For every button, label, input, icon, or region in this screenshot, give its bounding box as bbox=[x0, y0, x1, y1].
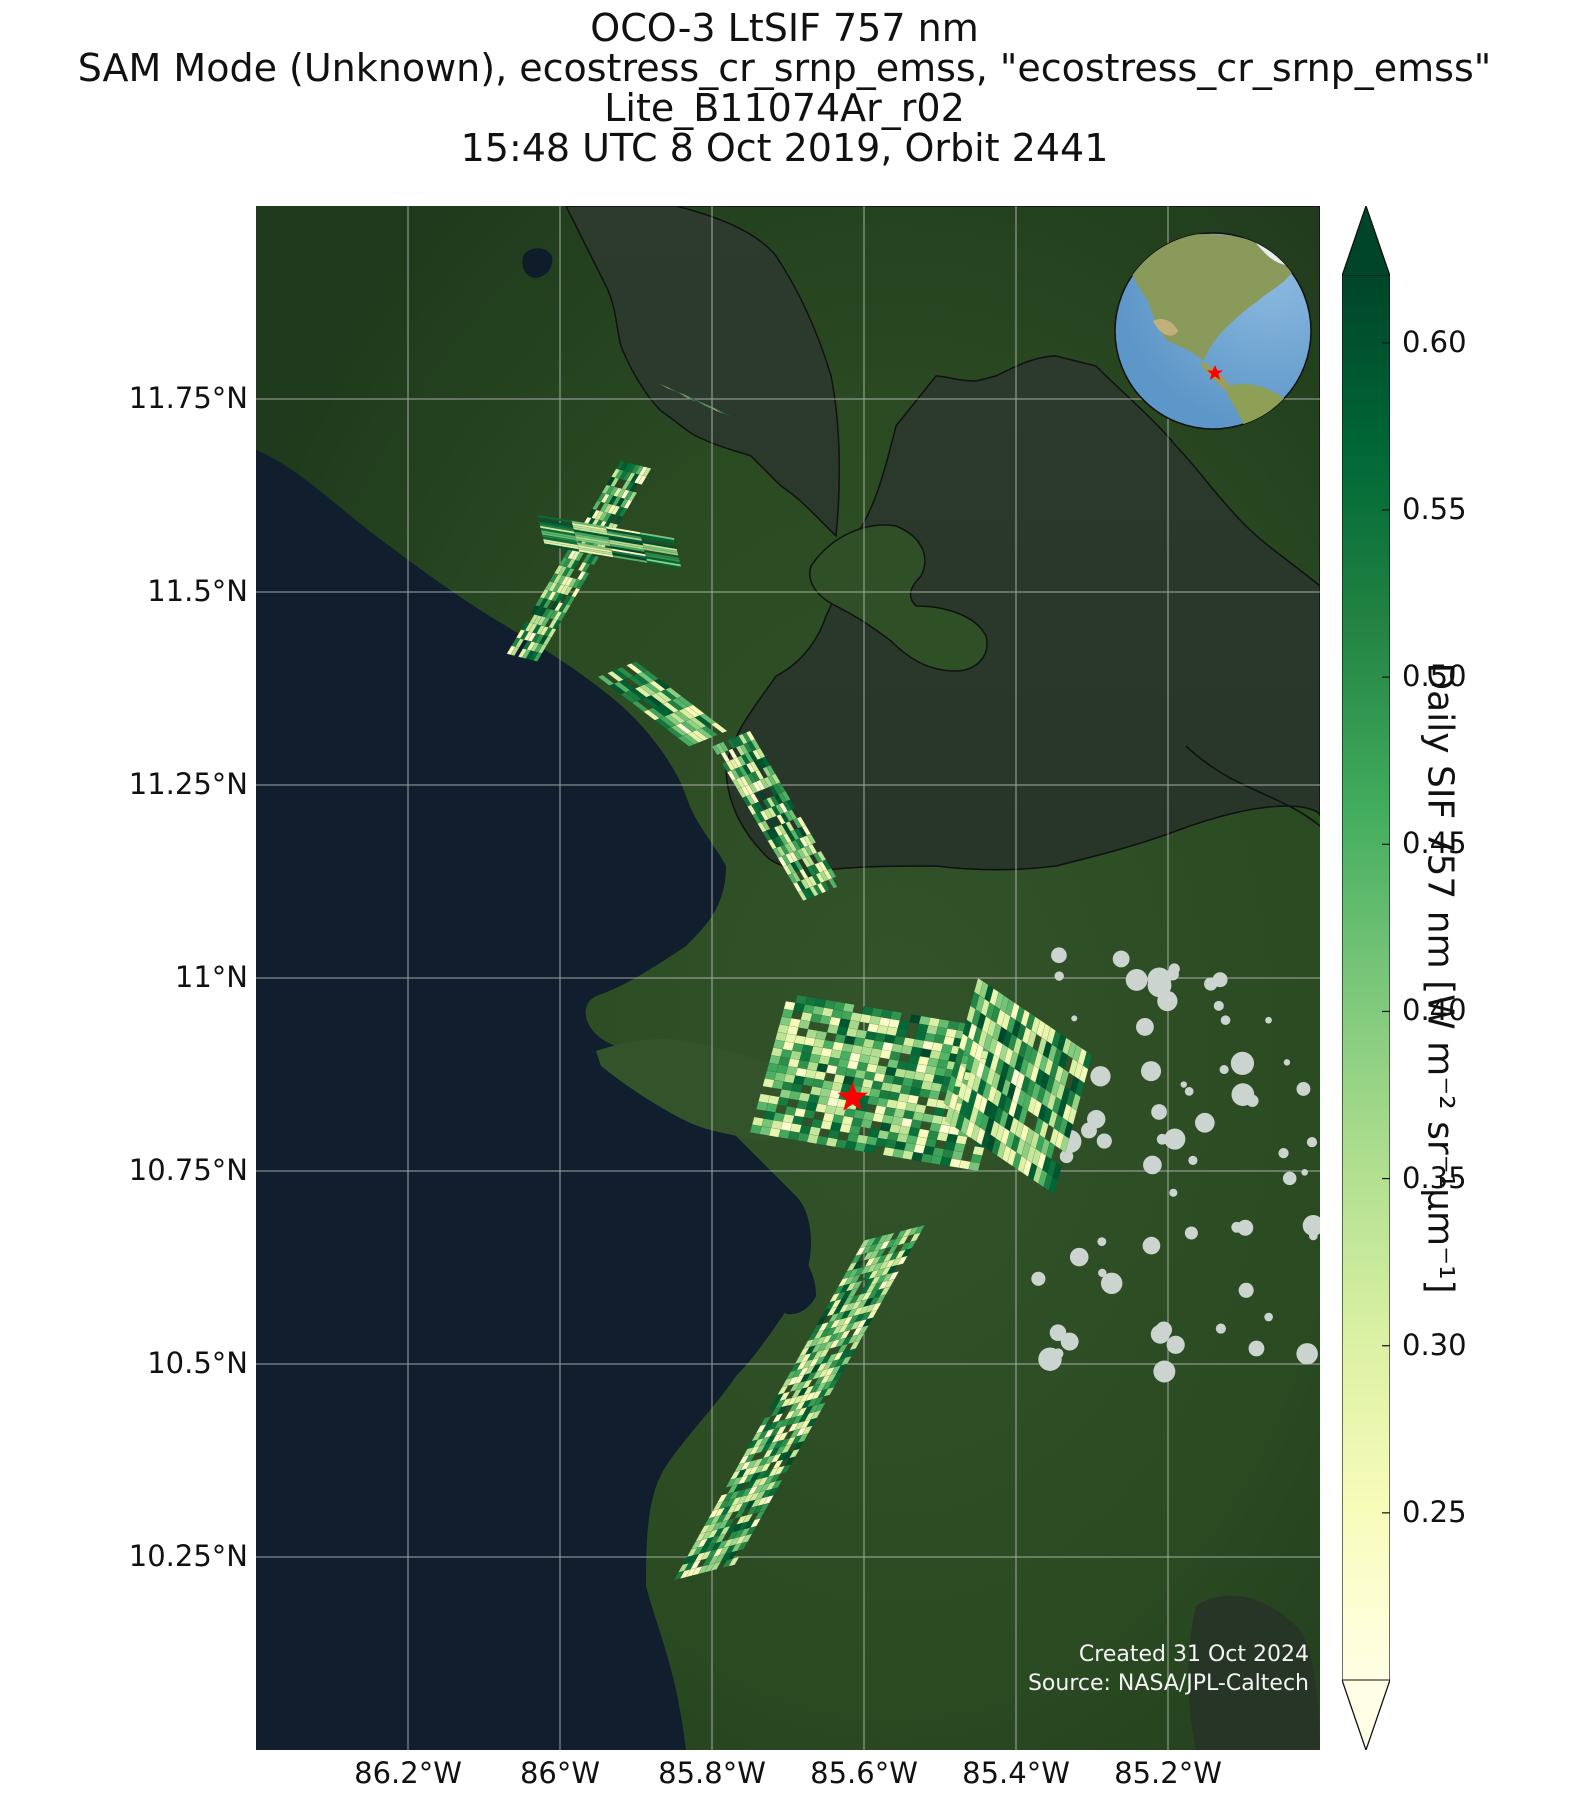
target-star-icon bbox=[837, 1081, 868, 1111]
colorbar-max-extend bbox=[1342, 206, 1390, 277]
lat-tick-label: 11.5°N bbox=[147, 574, 248, 608]
map-panel[interactable] bbox=[256, 206, 1320, 1750]
sif-sounding-cell bbox=[1048, 1176, 1058, 1195]
southeast-lagoon bbox=[1188, 1595, 1320, 1750]
colorbar-min-extend bbox=[1342, 1679, 1390, 1750]
lake-nicaragua bbox=[565, 206, 1320, 872]
lat-tick-label: 10.75°N bbox=[128, 1153, 248, 1187]
graticule bbox=[256, 206, 1320, 1750]
colorbar-gradient bbox=[1342, 276, 1390, 1680]
sif-sounding-cell bbox=[823, 1387, 835, 1397]
lon-tick-label: 85.6°W bbox=[810, 1756, 918, 1790]
sif-sounding-cell bbox=[828, 878, 838, 889]
lon-tick-label: 86°W bbox=[519, 1756, 601, 1790]
ometepe-island bbox=[809, 524, 988, 672]
sif-sounding-cell bbox=[577, 561, 587, 572]
colorbar-title: Daily SIF 757 nm [W m⁻² sr⁻¹μm⁻¹] bbox=[1419, 662, 1461, 1294]
sif-sounding-cell bbox=[806, 833, 817, 845]
sif-sounding-cell bbox=[786, 799, 796, 810]
lon-tick-label: 85.2°W bbox=[1114, 1756, 1222, 1790]
colorbar-tick-label: 0.30 bbox=[1402, 1327, 1467, 1362]
sif-sounding-cell bbox=[679, 393, 699, 404]
sif-sounding-cell bbox=[544, 543, 580, 552]
source-credit: Source: NASA/JPL-Caltech bbox=[1027, 1671, 1309, 1696]
sif-sounding-cell bbox=[696, 401, 716, 411]
colorbar-tick-label: 0.50 bbox=[1402, 659, 1467, 694]
sif-sounding-cell bbox=[737, 1541, 749, 1551]
sif-sounding-cell bbox=[896, 1255, 908, 1266]
lat-tick-label: 10.5°N bbox=[147, 1346, 248, 1380]
title-line-3: Lite_B11074Ar_r02 bbox=[604, 86, 965, 130]
lat-tick-label: 11.75°N bbox=[128, 381, 248, 415]
sif-sounding-cell bbox=[530, 605, 540, 615]
sif-sounding-cell bbox=[710, 1561, 722, 1572]
pacific-ocean bbox=[256, 450, 811, 1750]
colorbar-tick-label: 0.35 bbox=[1402, 1160, 1467, 1195]
colorbar-tick-label: 0.60 bbox=[1402, 324, 1467, 359]
colorbar-tick-label: 0.55 bbox=[1402, 492, 1467, 526]
lat-tick-label: 11°N bbox=[174, 960, 248, 994]
colorbar-tick-label: 0.40 bbox=[1402, 993, 1467, 1028]
sif-sounding-cell bbox=[710, 722, 728, 734]
sif-sounding-cell bbox=[968, 1161, 981, 1172]
sif-sounding-cell bbox=[518, 648, 527, 658]
title-line-1: OCO-3 LtSIF 757 nm bbox=[590, 6, 979, 50]
lat-tick-label: 11.25°N bbox=[128, 767, 248, 801]
title-line-4: 15:48 UTC 8 Oct 2019, Orbit 2441 bbox=[460, 126, 1109, 170]
sif-sounding-cell bbox=[860, 1119, 873, 1129]
sif-sounding-cell bbox=[728, 1556, 740, 1567]
nicoya-peninsula bbox=[596, 1039, 787, 1141]
sif-sounding-cell bbox=[803, 1109, 816, 1120]
lon-tick-label: 85.8°W bbox=[658, 1756, 766, 1790]
sif-sounding-cell bbox=[863, 1143, 876, 1154]
created-credit: Created 31 Oct 2024 bbox=[1078, 1642, 1309, 1667]
sif-sounding-cell bbox=[701, 725, 718, 737]
sif-sounding-cell bbox=[1060, 1134, 1070, 1153]
sif-sounding-cell bbox=[827, 868, 837, 879]
sif-sounding-cell bbox=[506, 645, 516, 655]
cloud-layer bbox=[1029, 947, 1320, 1383]
lon-tick-label: 86.2°W bbox=[354, 1756, 462, 1790]
lat-tick-label: 10.25°N bbox=[128, 1539, 248, 1573]
colorbar bbox=[1342, 206, 1390, 1750]
northern-lagoon bbox=[522, 248, 553, 278]
colorbar-tick-label: 0.25 bbox=[1402, 1494, 1467, 1529]
sif-sounding-cell bbox=[780, 1464, 792, 1474]
gulf-inlet bbox=[768, 1226, 816, 1315]
sif-sounding-cell bbox=[537, 514, 573, 523]
title-line-2: SAM Mode (Unknown), ecostress_cr_srnp_em… bbox=[77, 46, 1492, 90]
lon-tick-label: 85.4°W bbox=[962, 1756, 1070, 1790]
sif-swath-layer bbox=[506, 383, 1093, 1581]
san-juan-river bbox=[1185, 745, 1320, 827]
target-star-icon bbox=[837, 1081, 868, 1111]
map-canvas[interactable] bbox=[256, 206, 1320, 1750]
sif-sounding-cell bbox=[777, 1096, 790, 1107]
colorbar-tick-label: 0.45 bbox=[1402, 826, 1467, 861]
sif-sounding-cell bbox=[798, 1019, 811, 1030]
sif-sounding-cell bbox=[820, 881, 830, 892]
